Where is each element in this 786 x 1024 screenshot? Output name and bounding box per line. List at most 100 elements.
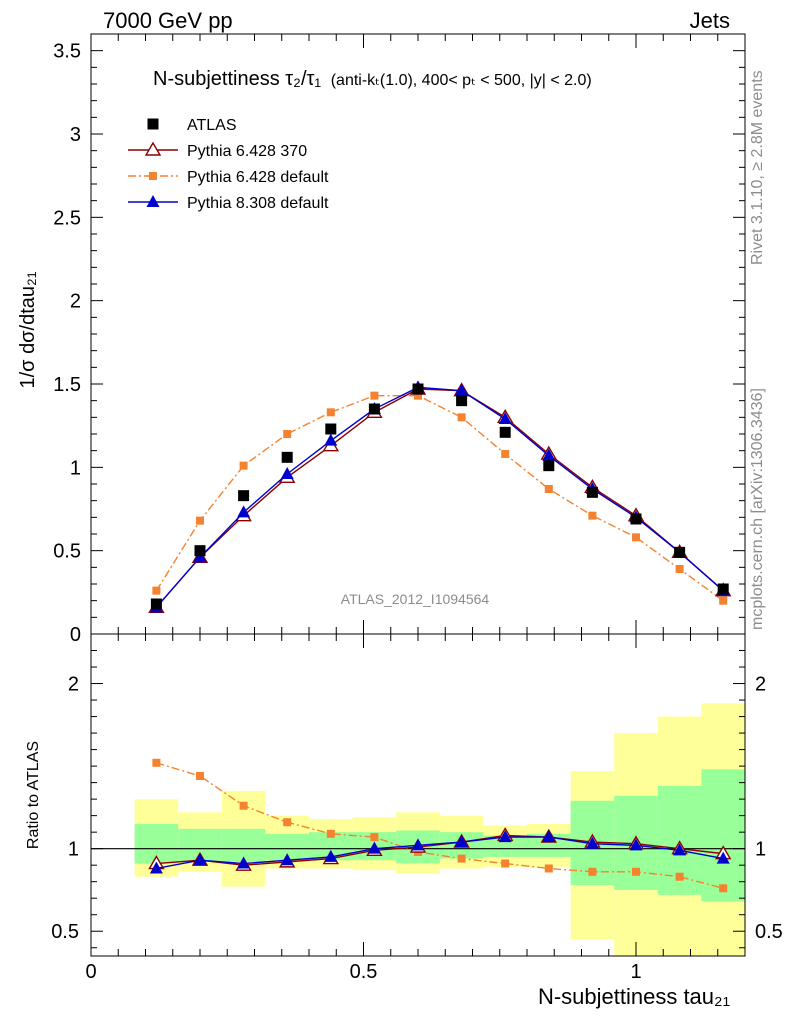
legend-label-p6_370: Pythia 6.428 370: [187, 143, 307, 160]
ratio-point-p6_default: [326, 829, 335, 838]
ratio-point-p8_default: [498, 830, 512, 843]
main-y-tick-label: 1: [70, 457, 81, 479]
main-series: [148, 380, 732, 614]
header-right: Jets: [690, 8, 730, 33]
point-atlas: [150, 598, 162, 610]
x-label: N-subjettiness tau₂₁: [538, 984, 730, 1009]
point-p8_default: [280, 467, 294, 479]
main-y-tick-label: 0.5: [53, 541, 81, 563]
ratio-point-p8_default: [455, 835, 469, 848]
ratio-point-p6_default: [719, 884, 728, 893]
point-p6_default: [196, 516, 204, 525]
main-y-tick-label: 2.5: [53, 207, 81, 229]
legend-marker-p8_default: [146, 195, 160, 207]
ratio-point-p8_default: [673, 843, 687, 856]
ratio-point-p8_default: [716, 851, 730, 864]
ratio-y-tick-label-right: 1: [755, 839, 766, 861]
point-p6_default: [588, 511, 597, 520]
ratio-y-tick-label-right: 2: [755, 674, 766, 696]
axes: 0 0.5 1 1.5 2 2.5 3 3.5 0.5 0.5 1 1 2 2 0 0.5 1: [51, 33, 783, 983]
point-p8_default: [324, 433, 338, 446]
ratio-point-p6_default: [196, 772, 204, 781]
analysis-watermark: ATLAS_2012_I1094564: [341, 591, 490, 607]
point-p8_default: [237, 505, 251, 518]
ratio-point-p8_default: [280, 853, 294, 866]
legend-label-p8_default: Pythia 8.308 default: [187, 195, 329, 212]
ratio-point-p8_default: [149, 861, 163, 874]
ratio-point-p6_default: [239, 801, 248, 810]
x-tick-label: 0.5: [350, 961, 378, 983]
point-p6_default: [632, 533, 640, 542]
point-p6_default: [239, 461, 248, 470]
ratio-series: [148, 758, 732, 893]
point-atlas: [543, 460, 555, 472]
ratio-point-p8_default: [237, 856, 251, 869]
point-p6_default: [457, 413, 466, 422]
band-inner-bin: [527, 833, 571, 857]
point-p8_default: [542, 448, 556, 461]
point-atlas: [499, 426, 511, 438]
ratio-point-p6_default: [457, 854, 466, 863]
ratio-point-p8_default: [193, 853, 207, 866]
rivet-label: Rivet 3.1.10, ≥ 2.8M events: [749, 70, 766, 265]
legend-label-p6_default: Pythia 6.428 default: [187, 169, 329, 186]
ratio-y-label: Ratio to ATLAS: [25, 741, 42, 849]
x-tick-label: 0: [85, 961, 96, 983]
mcplots-label: mcplots.cern.ch [arXiv:1306.3436]: [749, 388, 766, 630]
point-p6_default: [719, 596, 728, 605]
series-line-p6_default: [155, 394, 724, 602]
plot-title: N-subjettiness τ₂/τ₁ (anti-kₜ(1.0), 400<…: [153, 68, 592, 90]
point-p6_default: [414, 391, 422, 400]
band-inner-bin: [221, 828, 266, 862]
series-line-p6_370: [155, 388, 724, 608]
ratio-point-p6_default: [675, 872, 684, 881]
ratio-point-p8_default: [324, 849, 338, 862]
point-atlas: [368, 403, 380, 415]
point-atlas: [456, 395, 468, 407]
point-atlas: [412, 383, 424, 395]
ratio-point-p8_default: [411, 838, 425, 851]
point-atlas: [238, 490, 250, 502]
main-y-tick-label: 2: [70, 291, 81, 313]
point-p6_default: [326, 408, 335, 417]
point-atlas: [281, 451, 293, 463]
point-p6_default: [544, 485, 553, 493]
band-inner-bin: [701, 769, 745, 902]
point-atlas: [630, 513, 642, 525]
ratio-point-p6_default: [152, 758, 161, 767]
legend-label-atlas: ATLAS: [187, 117, 237, 134]
point-p6_default: [152, 586, 161, 595]
legend-marker-p6_default: [149, 172, 157, 180]
legend: ATLAS Pythia 6.428 370 Pythia 6.428 defaul…: [128, 117, 329, 212]
main-y-tick-label: 1.5: [53, 374, 81, 396]
point-atlas: [586, 486, 598, 498]
ratio-y-tick-label-right: 0.5: [755, 921, 783, 943]
series-line-p8_default: [155, 386, 724, 608]
ratio-line-p6_370: [156, 834, 724, 866]
point-atlas: [194, 545, 206, 557]
legend-marker-atlas: [147, 118, 159, 130]
point-p8_default: [455, 383, 469, 396]
ratio-point-p6_default: [283, 818, 292, 827]
point-atlas: [325, 423, 337, 435]
point-p8_default: [498, 412, 512, 424]
legend-marker-p6_370: [144, 141, 162, 156]
ratio-point-p8_default: [585, 836, 599, 849]
ratio-y-tick-label: 2: [68, 674, 79, 696]
ratio-y-tick-label: 1: [68, 839, 79, 861]
ratio-line-p8_default: [156, 836, 724, 870]
main-y-tick-label: 3: [70, 124, 81, 146]
point-atlas: [674, 546, 686, 558]
ratio-uncertainty-bands: [134, 703, 745, 956]
ratio-point-p8_default: [629, 838, 643, 851]
ratio-point-p8_default: [367, 841, 381, 854]
point-atlas: [717, 583, 729, 595]
x-tick-label: 1: [630, 961, 641, 983]
ratio-point-p6_default: [501, 859, 510, 868]
ratio-point-p6_default: [544, 864, 553, 873]
point-p6_default: [370, 391, 379, 400]
ratio-line-p6_default: [156, 762, 724, 889]
main-y-tick-label: 3.5: [53, 41, 81, 63]
ratio-point-p8_default: [542, 830, 556, 843]
